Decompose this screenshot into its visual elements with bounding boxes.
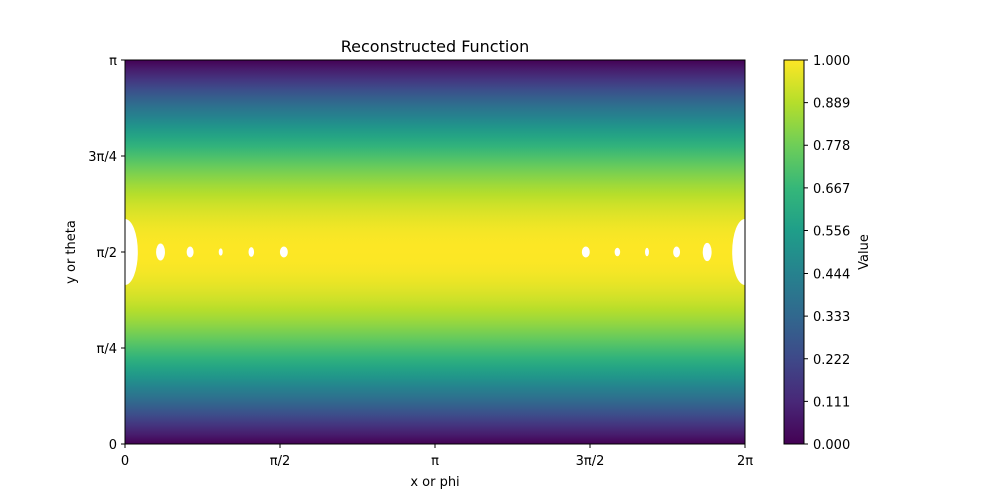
masked-region [673, 246, 681, 258]
colorbar-tick-label: 0.667 [813, 182, 850, 197]
y-tick-label: π [109, 54, 117, 69]
y-tick-label: π/2 [97, 246, 117, 261]
y-tick-label: π/4 [97, 342, 117, 357]
colorbar [783, 59, 805, 445]
masked-region [702, 242, 712, 262]
masked-region [248, 247, 255, 257]
colorbar-tick-label: 0.556 [813, 224, 850, 239]
y-axis-ticks: 0 π/4 π/2 3π/4 π [88, 54, 125, 453]
y-tick-label: 0 [109, 438, 117, 453]
colorbar-tick-label: 1.000 [813, 54, 850, 69]
colorbar-tick-label: 0.333 [813, 310, 850, 325]
masked-region [125, 219, 138, 285]
y-tick-label: 3π/4 [88, 150, 117, 165]
x-axis-ticks: 0 π/2 π 3π/2 2π [121, 444, 753, 469]
colorbar-tick-label: 0.000 [813, 438, 850, 453]
heatmap-field [125, 60, 745, 444]
masked-region [156, 243, 165, 261]
colorbar-label: Value [857, 234, 872, 270]
colorbar-ticks: 0.000 0.111 0.222 0.333 0.444 0.556 0.667 0.778… [804, 54, 850, 453]
masked-region [581, 246, 590, 258]
colorbar-tick-label: 0.111 [813, 395, 850, 410]
x-tick-label: π [431, 454, 439, 469]
colorbar-tick-label: 0.778 [813, 139, 850, 154]
chart-title: Reconstructed Function [341, 37, 530, 56]
x-tick-label: 2π [737, 454, 753, 469]
masked-region [218, 248, 223, 256]
colorbar-tick-label: 0.222 [813, 353, 850, 368]
x-tick-label: π/2 [270, 454, 290, 469]
x-tick-label: 3π/2 [576, 454, 605, 469]
masked-region [645, 247, 649, 257]
masked-region [614, 247, 621, 257]
colorbar-tick-label: 0.889 [813, 97, 850, 112]
masked-region [186, 246, 194, 258]
masked-regions [125, 219, 745, 285]
x-tick-label: 0 [121, 454, 129, 469]
masked-region [732, 219, 745, 285]
masked-region [279, 246, 288, 258]
x-axis-label: x or phi [410, 475, 459, 490]
colorbar-tick-label: 0.444 [813, 268, 850, 283]
y-axis-label: y or theta [64, 220, 79, 284]
